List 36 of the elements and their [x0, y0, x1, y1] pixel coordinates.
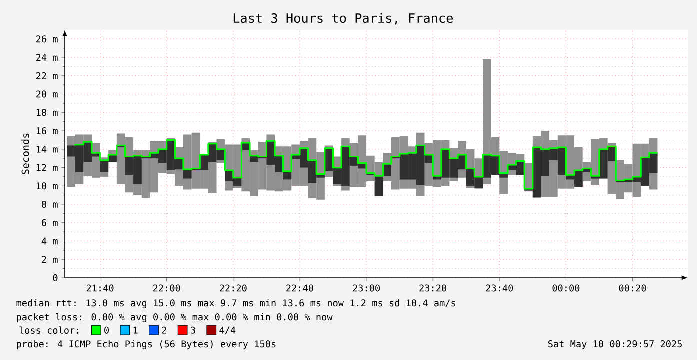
x-tick-label: 00:00 — [552, 284, 580, 292]
y-tick-label: 18 m — [36, 109, 58, 116]
x-tick-label: 21:40 — [86, 284, 114, 292]
x-tick-label: 23:00 — [353, 284, 380, 292]
text: packet loss: 0.00 % avg 0.00 % max 0.00 % min 0.00 % now — [17, 313, 333, 323]
legend-label: 3 — [191, 326, 196, 334]
legend-label: 0 — [104, 326, 109, 334]
bar — [374, 176, 384, 196]
y-tick-label: 16 m — [36, 128, 58, 135]
y-tick-label: 6 m — [42, 219, 58, 226]
y-tick-label: 20 m — [36, 90, 58, 98]
x-tick-label: 22:00 — [153, 284, 180, 292]
x-tick-label: 22:20 — [220, 284, 247, 292]
x-tick-label: 23:40 — [486, 284, 514, 292]
y-tick-label: 2 m — [42, 256, 58, 264]
x-tick-label: 00:20 — [619, 284, 646, 292]
y-tick-label: 8 m — [42, 200, 58, 208]
y-tick-label: 22 m — [36, 72, 58, 80]
text: Sat May 10 00:29:57 2025 — [548, 340, 682, 350]
y-tick-label: 10 m — [36, 182, 58, 190]
y-tick-label: 12 m — [36, 164, 58, 172]
x-tick-label: 22:40 — [286, 284, 314, 292]
chart-title: Last 3 Hours to Paris, France — [234, 13, 453, 25]
legend-title: loss color: — [20, 326, 78, 334]
y-tick-label: 26 m — [36, 36, 58, 43]
y-tick-label: 24 m — [36, 54, 58, 62]
x-tick-label: 23:20 — [420, 284, 447, 292]
y-tick-label: 0 — [53, 274, 58, 282]
text: probe: 4 ICMP Echo Pings (56 Bytes) every 150s — [17, 340, 276, 350]
y-tick-label: 14 m — [36, 146, 58, 153]
legend-label: 2 — [162, 326, 166, 334]
y-axis-title: Seconds — [22, 134, 30, 174]
text: median rtt: 13.0 ms avg 15.0 ms max 9.7 ms min 13.6 ms now 1.2 ms sd 10.4 am/s — [16, 299, 456, 309]
legend-label: 1 — [134, 326, 138, 334]
legend-label: 4/4 — [220, 326, 236, 335]
y-tick-label: 4 m — [42, 238, 58, 245]
